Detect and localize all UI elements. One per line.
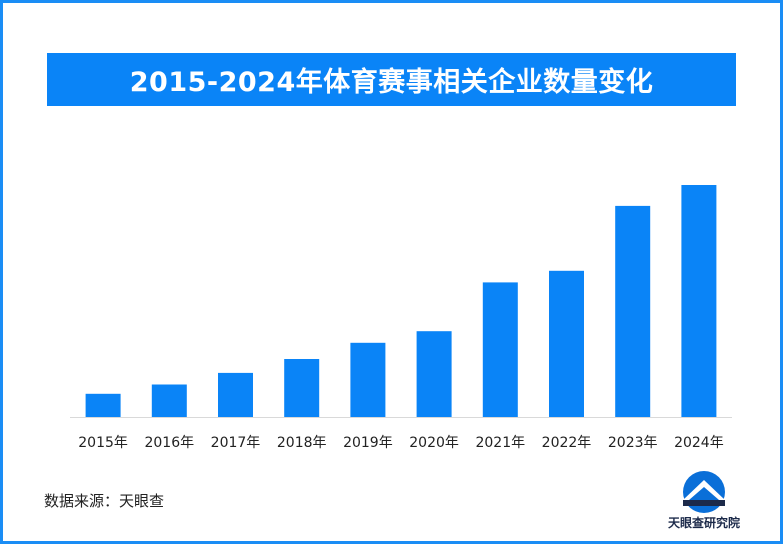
bar-2018年 <box>284 359 320 417</box>
bar-2021年 <box>482 282 518 417</box>
chart-title: 2015-2024年体育赛事相关企业数量变化 <box>129 67 654 98</box>
logo-icon <box>683 471 725 513</box>
bar-2015年 <box>85 393 121 417</box>
bar-2024年 <box>681 185 717 417</box>
x-tick-label: 2018年 <box>277 435 327 451</box>
x-tick-labels: 2015年 2016年 2017年 2018年 2019年 2020年 2021年 2022年… <box>78 435 723 451</box>
title-banner: 2015-2024年体育赛事相关企业数量变化 <box>47 53 736 106</box>
x-tick-label: 2023年 <box>608 435 658 451</box>
bar-2023年 <box>615 205 651 417</box>
bar-2020年 <box>416 331 452 417</box>
x-tick-label: 2017年 <box>211 435 261 451</box>
bar-2016年 <box>151 384 187 417</box>
data-source: 数据来源：天眼查 <box>44 492 165 510</box>
x-tick-label: 2022年 <box>542 435 592 451</box>
x-tick-label: 2016年 <box>144 435 194 451</box>
bar-2022年 <box>549 270 584 417</box>
logo: 天眼查研究院 <box>656 470 752 532</box>
logo-text: 天眼查研究院 <box>667 516 740 530</box>
bars-group <box>85 185 717 417</box>
bar-2019年 <box>350 342 386 417</box>
bar-2017年 <box>218 372 253 417</box>
x-tick-label: 2019年 <box>343 435 393 451</box>
x-tick-label: 2015年 <box>78 435 128 451</box>
x-tick-label: 2024年 <box>674 435 724 451</box>
x-tick-label: 2020年 <box>409 435 459 451</box>
x-tick-label: 2021年 <box>475 435 525 451</box>
